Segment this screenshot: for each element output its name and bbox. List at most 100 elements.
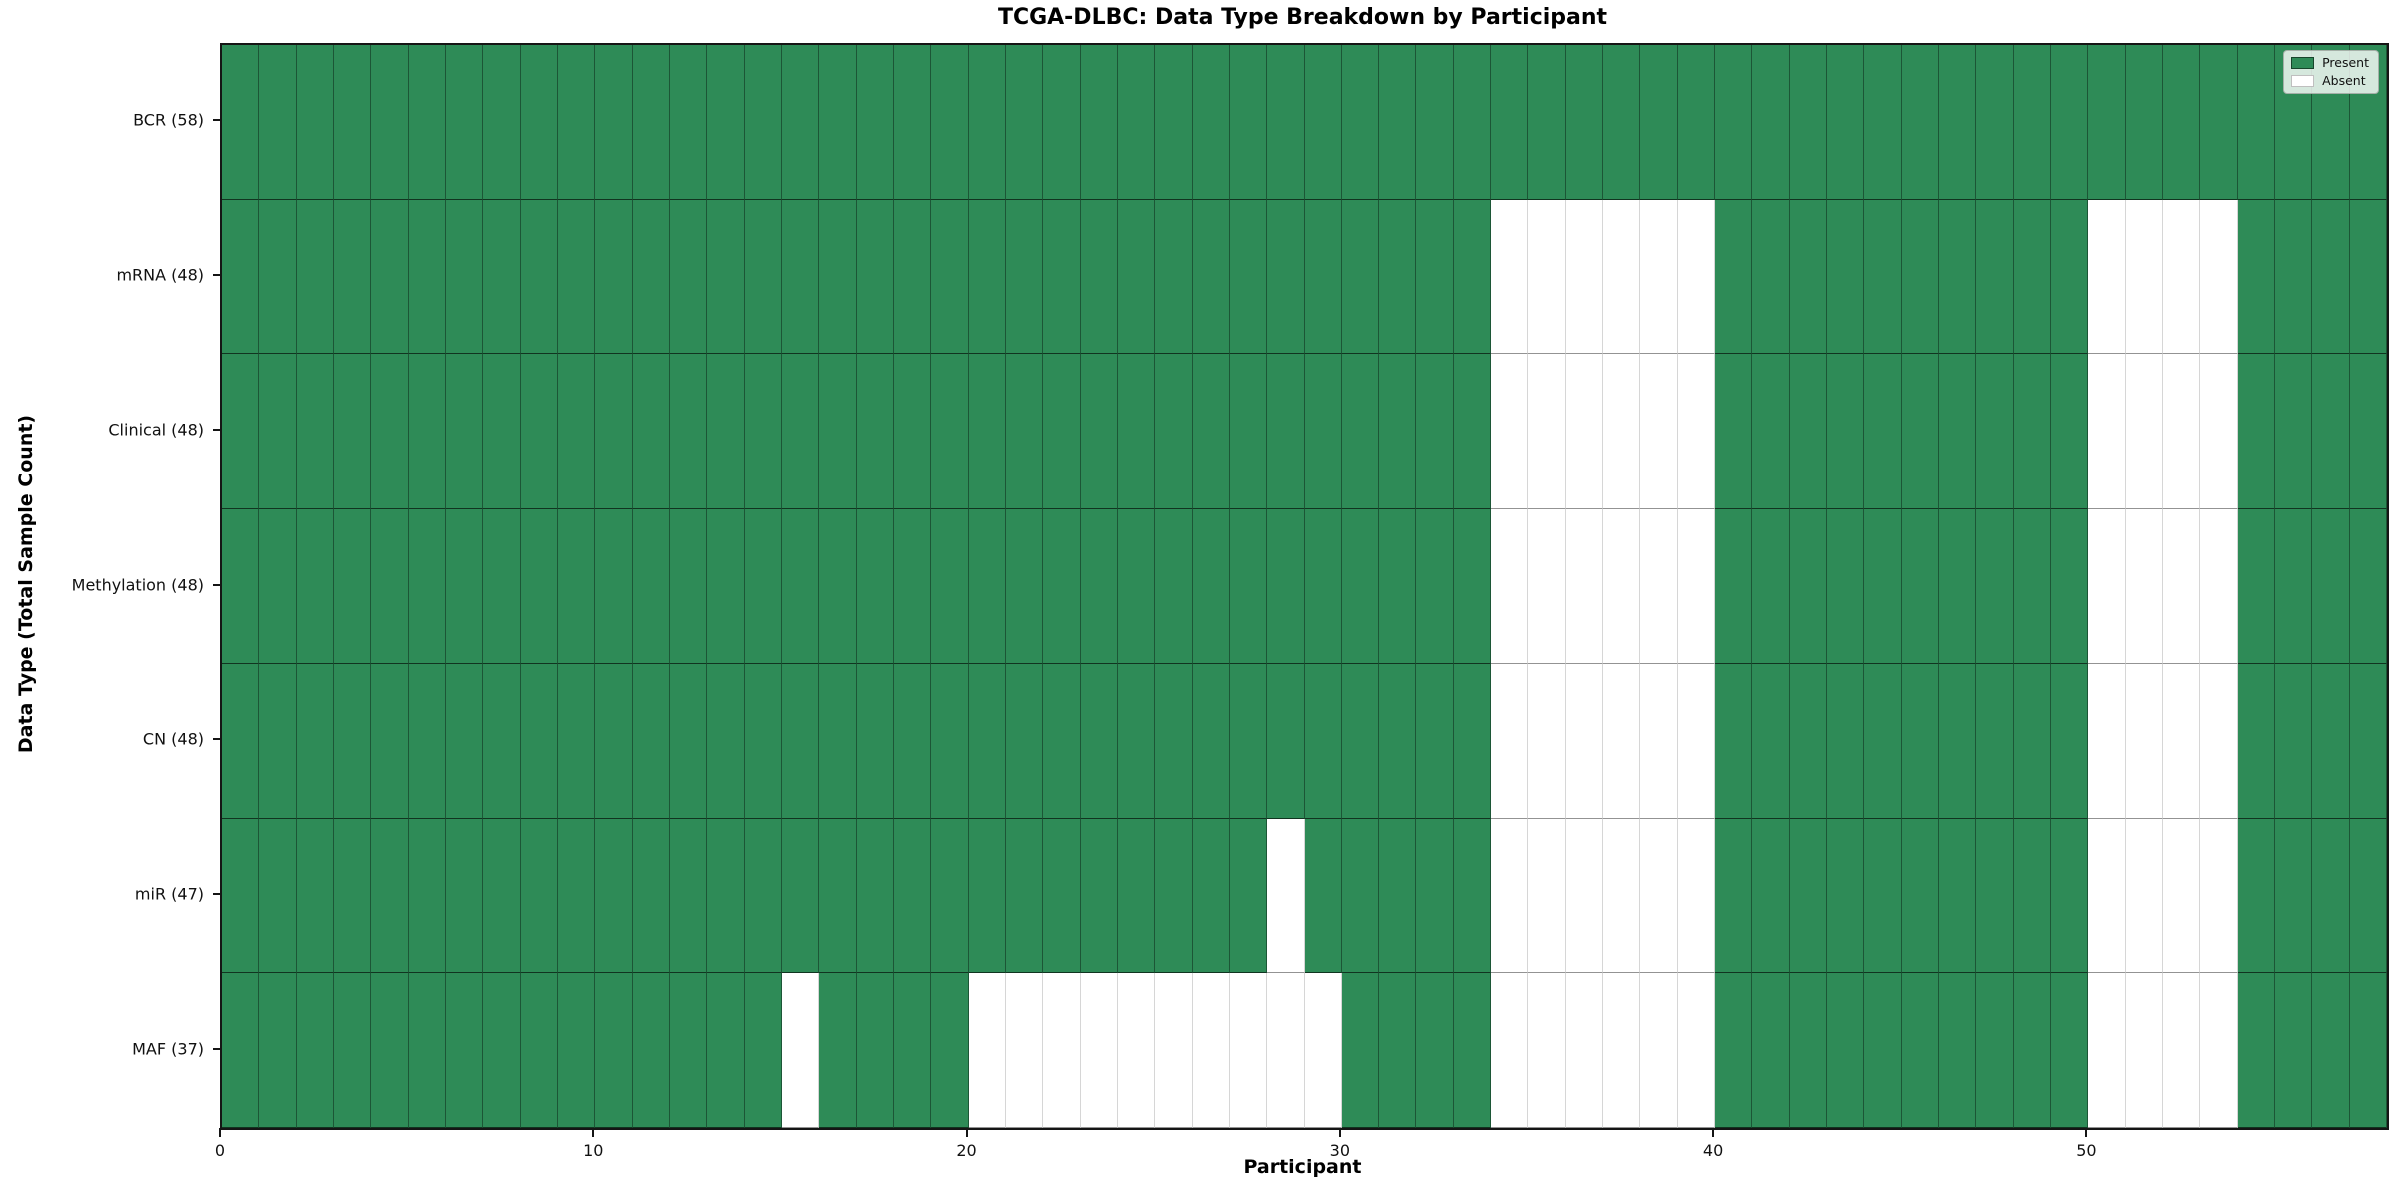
cell-mRNA-p39 [1677,199,1716,355]
y-tick-mark-CN [213,738,222,741]
cell-Clinical-p10 [595,354,633,510]
cell-Methylation-p20 [968,509,1006,664]
cell-Methylation-p35 [1528,509,1566,664]
cell-mRNA-p15 [781,199,820,355]
cell-Clinical-p31 [1379,354,1417,510]
y-tick-mark-mRNA [213,274,222,277]
cell-Methylation-p7 [483,509,521,664]
cell-MAF-p28 [1267,973,1305,1128]
cell-Methylation-p57 [2349,509,2387,664]
cell-BCR-p14 [744,45,782,200]
cell-Methylation-p32 [1416,509,1454,664]
cell-MAF-p49 [2051,973,2089,1128]
y-tick-mark-BCR [213,119,222,122]
y-tick-label-miR: miR (47) [134,884,204,904]
cell-miR-p12 [669,818,708,974]
cell-mRNA-p5 [408,199,446,355]
cell-MAF-p47 [1976,973,2014,1128]
cell-Methylation-p50 [2088,509,2126,664]
cell-miR-p57 [2349,818,2387,974]
cell-mRNA-p2 [296,199,334,355]
cell-Clinical-p45 [1901,354,1940,510]
cell-Methylation-p4 [371,509,409,664]
cell-CN-p1 [259,663,297,819]
cell-Methylation-p27 [1229,509,1268,664]
cell-miR-p7 [483,818,521,974]
cell-miR-p39 [1677,818,1716,974]
cell-CN-p17 [856,663,894,819]
cell-miR-p29 [1304,818,1342,974]
cell-miR-p51 [2125,818,2164,974]
cell-mRNA-p57 [2349,199,2387,355]
cell-MAF-p5 [408,973,446,1128]
cell-CN-p49 [2051,663,2089,819]
cell-BCR-p50 [2088,45,2126,200]
cell-Clinical-p13 [707,354,745,510]
cell-MAF-p16 [819,973,857,1128]
x-tick-mark-50 [2085,1128,2088,1137]
x-tick-label-50: 50 [2076,1141,2097,1160]
cell-Methylation-p3 [333,509,372,664]
cell-mRNA-p7 [483,199,521,355]
cell-BCR-p3 [333,45,372,200]
cell-CN-p41 [1752,663,1790,819]
cell-mRNA-p10 [595,199,633,355]
y-tick-label-Clinical: Clinical (48) [108,420,204,440]
cell-CN-p14 [744,663,782,819]
cell-Methylation-p26 [1192,509,1230,664]
cell-BCR-p0 [222,45,260,200]
cell-mRNA-p20 [968,199,1006,355]
cell-mRNA-p28 [1267,199,1305,355]
x-tick-mark-20 [965,1128,968,1137]
cell-BCR-p39 [1677,45,1716,200]
legend-item-absent: Absent [2291,74,2369,88]
cell-MAF-p37 [1603,973,1641,1128]
cell-BCR-p46 [1939,45,1977,200]
cell-Methylation-p14 [744,509,782,664]
cell-mRNA-p6 [445,199,484,355]
cell-BCR-p19 [931,45,969,200]
cell-Methylation-p9 [557,509,596,664]
cell-CN-p39 [1677,663,1716,819]
cell-miR-p42 [1789,818,1828,974]
cell-MAF-p21 [1005,973,1044,1128]
cell-Clinical-p55 [2275,354,2313,510]
cell-BCR-p8 [520,45,558,200]
cell-BCR-p37 [1603,45,1641,200]
cell-MAF-p1 [259,973,297,1128]
x-tick-label-30: 30 [1329,1141,1350,1160]
cell-MAF-p19 [931,973,969,1128]
cell-CN-p24 [1117,663,1156,819]
cell-CN-p16 [819,663,857,819]
cell-BCR-p43 [1827,45,1865,200]
cell-MAF-p57 [2349,973,2387,1128]
cell-miR-p43 [1827,818,1865,974]
cell-mRNA-p18 [893,199,932,355]
cell-CN-p43 [1827,663,1865,819]
x-tick-label-10: 10 [583,1141,604,1160]
cell-CN-p57 [2349,663,2387,819]
cell-CN-p32 [1416,663,1454,819]
cell-Clinical-p19 [931,354,969,510]
cell-CN-p15 [781,663,820,819]
cell-Methylation-p39 [1677,509,1716,664]
cell-miR-p25 [1155,818,1193,974]
cell-Clinical-p14 [744,354,782,510]
cell-BCR-p42 [1789,45,1828,200]
cell-Clinical-p20 [968,354,1006,510]
cell-Clinical-p34 [1491,354,1529,510]
cell-MAF-p24 [1117,973,1156,1128]
cell-MAF-p42 [1789,973,1828,1128]
cell-CN-p40 [1715,663,1753,819]
cell-Clinical-p38 [1640,354,1678,510]
cell-Methylation-p23 [1080,509,1118,664]
cell-CN-p21 [1005,663,1044,819]
cell-CN-p7 [483,663,521,819]
cell-mRNA-p37 [1603,199,1641,355]
cell-BCR-p12 [669,45,708,200]
cell-Methylation-p11 [632,509,670,664]
cell-Methylation-p36 [1565,509,1604,664]
cell-MAF-p8 [520,973,558,1128]
cell-miR-p4 [371,818,409,974]
cell-BCR-p21 [1005,45,1044,200]
